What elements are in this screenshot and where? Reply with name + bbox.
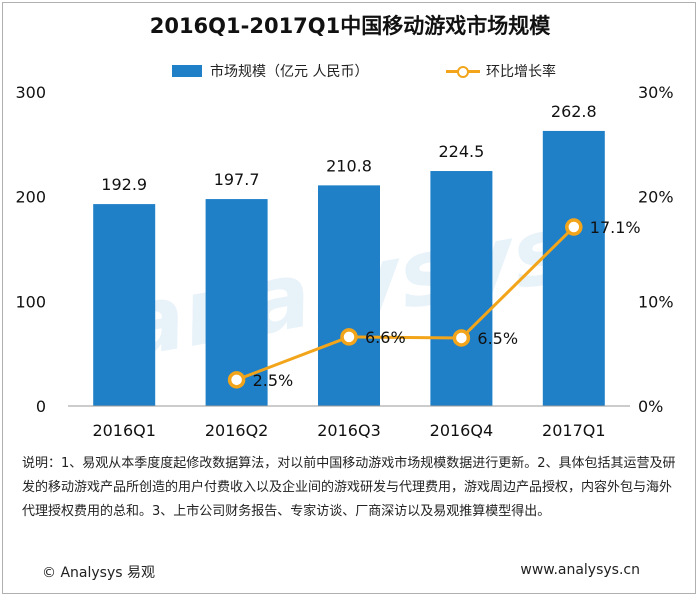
growth-point — [565, 218, 583, 236]
y-left-tick-label: 200 — [15, 188, 46, 207]
y-right-tick-label: 20% — [638, 188, 674, 207]
y-right-tick-label: 30% — [638, 83, 674, 102]
legend-bar-label: 市场规模（亿元 人民币） — [210, 64, 369, 80]
footer-copyright: © Analysys 易观 — [42, 565, 155, 581]
legend-line-swatch — [446, 65, 480, 78]
chart-plot: analysys01002003000%10%20%30%192.9197.72… — [15, 83, 674, 440]
y-right-tick-label: 10% — [638, 292, 674, 311]
legend-item-bar: 市场规模（亿元 人民币） — [172, 58, 368, 84]
bar-value-label: 224.5 — [438, 142, 484, 161]
bar — [318, 185, 380, 406]
growth-value-label: 6.5% — [477, 329, 518, 348]
x-tick-label: 2017Q1 — [542, 421, 606, 440]
x-tick-label: 2016Q2 — [205, 421, 269, 440]
bar-value-label: 262.8 — [551, 102, 597, 121]
growth-value-label: 6.6% — [365, 328, 406, 347]
y-right-tick-label: 0% — [638, 397, 663, 416]
x-tick-label: 2016Q3 — [317, 421, 381, 440]
bar-value-label: 192.9 — [101, 175, 147, 194]
bar — [93, 204, 156, 406]
y-left-tick-label: 100 — [15, 292, 46, 311]
bar-value-label: 210.8 — [326, 156, 372, 175]
chart-title: 2016Q1-2017Q1中国移动游戏市场规模 — [149, 14, 551, 38]
y-left-tick-label: 300 — [15, 83, 46, 102]
growth-point — [452, 329, 471, 347]
growth-line — [236, 225, 575, 382]
growth-point — [340, 328, 358, 346]
growth-value-label: 2.5% — [253, 371, 294, 390]
chart-note: 说明：1、易观从本季度度起修改数据算法，对以前中国移动游戏市场规模数据进行更新。… — [22, 456, 676, 519]
growth-point — [227, 371, 246, 389]
growth-value-label: 17.1% — [590, 218, 641, 237]
footer-url: www.analysys.cn — [520, 562, 640, 578]
bar-value-label: 197.7 — [214, 170, 260, 189]
y-left-tick-label: 0 — [36, 397, 46, 416]
bar — [430, 171, 493, 406]
x-tick-label: 2016Q1 — [92, 421, 156, 440]
bar — [542, 130, 605, 406]
legend: 市场规模（亿元 人民币） 环比增长率 — [0, 58, 700, 84]
legend-line-label: 环比增长率 — [486, 64, 556, 80]
legend-item-line: 环比增长率 — [446, 58, 556, 84]
x-tick-label: 2016Q4 — [430, 421, 494, 440]
legend-bar-swatch — [172, 65, 202, 77]
